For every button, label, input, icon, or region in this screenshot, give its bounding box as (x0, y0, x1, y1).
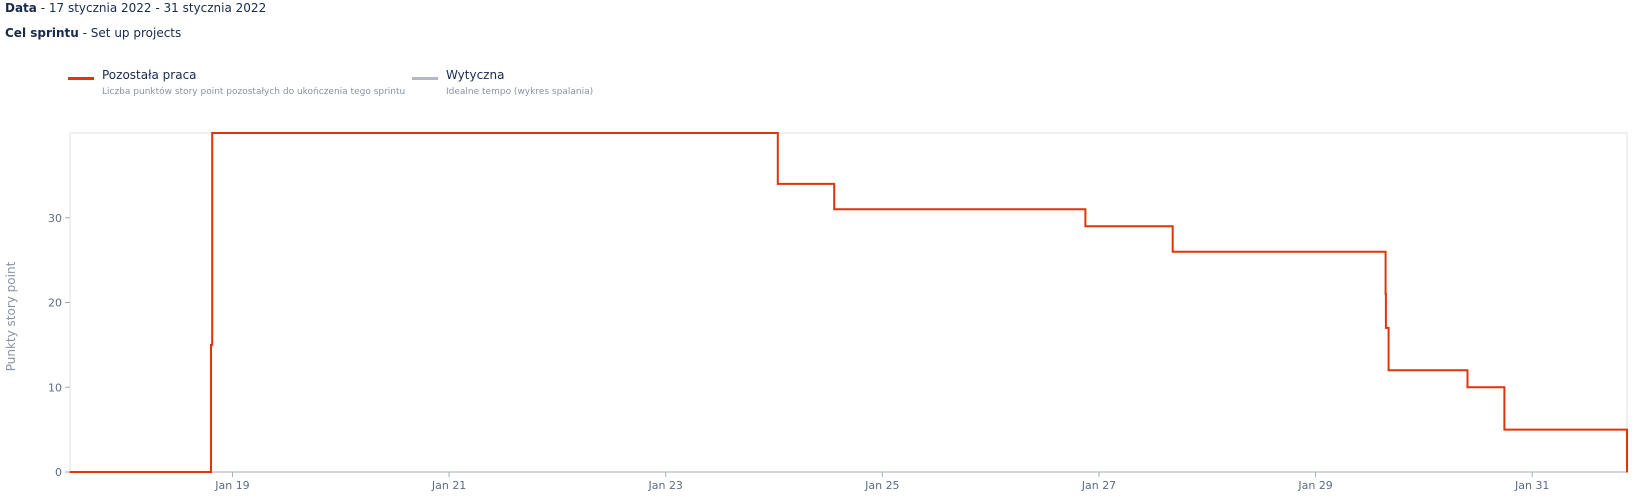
y-tick-label: 10 (48, 381, 62, 394)
legend-swatch-remaining-work (68, 77, 94, 80)
series-point (1626, 471, 1628, 473)
legend-description-guideline: Idealne tempo (wykres spalania) (446, 87, 594, 97)
plot-frame (69, 132, 1628, 473)
series-point (1503, 428, 1506, 431)
series-point (1387, 369, 1390, 372)
y-tick-label: 30 (48, 212, 62, 225)
y-axis-title: Punkty story point (4, 261, 18, 371)
sprint-date-value: 17 stycznia 2022 - 31 stycznia 2022 (48, 1, 267, 15)
x-tick-label: Jan 31 (1514, 479, 1549, 492)
x-tick-label: Jan 19 (214, 479, 249, 492)
series-point (210, 344, 212, 346)
x-tick-label: Jan 27 (1081, 479, 1116, 492)
series-point (1084, 225, 1087, 228)
series-line-remaining-work (70, 132, 1628, 473)
series-point (1171, 250, 1174, 253)
series-point (776, 183, 779, 185)
sprint-goal-value: Set up projects (90, 26, 182, 40)
series-point (1385, 327, 1387, 329)
y-axis: 0 10 20 30 (48, 212, 70, 479)
y-tick-label: 20 (48, 297, 62, 310)
sprint-date-label: Data (5, 1, 37, 15)
series-point (209, 471, 211, 473)
legend-label-guideline: Wytyczna (446, 68, 505, 82)
x-tick-label: Jan 25 (864, 479, 899, 492)
series-point (833, 208, 836, 211)
series-layer (69, 132, 1628, 473)
series-point (69, 471, 71, 473)
series-point (1384, 293, 1387, 295)
x-tick-label: Jan 23 (647, 479, 682, 492)
x-tick-label: Jan 21 (431, 479, 466, 492)
series-point (211, 132, 213, 134)
legend-description-remaining-work: Liczba punktów story point pozostałych d… (102, 87, 406, 97)
sprint-goal: Cel sprintu - Set up projects (5, 26, 181, 41)
y-tick-label: 0 (55, 466, 62, 479)
sprint-goal-separator: - (78, 26, 91, 40)
sprint-goal-label: Cel sprintu (5, 26, 79, 40)
legend-swatch-guideline (412, 77, 438, 80)
legend-label-remaining-work: Pozostała praca (102, 68, 197, 82)
x-axis: Jan 19 Jan 21 Jan 23 Jan 25 Jan 27 Jan 29 Jan … (214, 472, 1549, 492)
x-tick-label: Jan 29 (1297, 479, 1332, 492)
sprint-date-separator: - (36, 1, 49, 15)
series-point (1466, 386, 1469, 389)
sprint-date: Data - 17 stycznia 2022 - 31 stycznia 20… (5, 1, 266, 16)
